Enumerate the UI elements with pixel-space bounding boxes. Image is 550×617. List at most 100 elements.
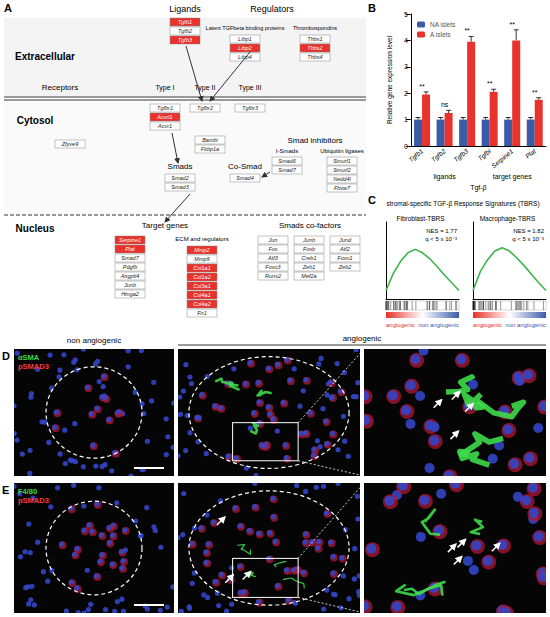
- svg-text:Type III: Type III: [239, 84, 262, 92]
- svg-text:Ltbp2: Ltbp2: [238, 45, 252, 51]
- svg-text:Smad2: Smad2: [171, 175, 188, 181]
- svg-text:Smads co-factors: Smads co-factors: [279, 221, 341, 230]
- svg-text:Tgf-β: Tgf-β: [470, 184, 486, 192]
- svg-text:Mef2a: Mef2a: [301, 273, 316, 279]
- svg-text:NA islets: NA islets: [430, 21, 456, 28]
- svg-text:Col4a2: Col4a2: [193, 301, 210, 307]
- svg-text:Serpine1: Serpine1: [119, 237, 141, 243]
- svg-text:Angptl4: Angptl4: [120, 273, 140, 279]
- svg-text:non angiogenic: non angiogenic: [67, 336, 121, 345]
- svg-text:Zfyve9: Zfyve9: [61, 141, 79, 147]
- svg-text:Fibroblast-TBRS: Fibroblast-TBRS: [396, 215, 445, 222]
- svg-text:Acvr1: Acvr1: [157, 123, 172, 129]
- svg-text:I-Smads: I-Smads: [276, 148, 298, 154]
- svg-text:Thrombospondins: Thrombospondins: [293, 25, 337, 31]
- svg-text:B: B: [368, 2, 376, 14]
- svg-text:Jund: Jund: [338, 237, 352, 243]
- svg-text:Ligands: Ligands: [169, 4, 201, 14]
- svg-text:Regulators: Regulators: [250, 4, 294, 14]
- svg-text:Tgfb1: Tgfb1: [178, 19, 192, 25]
- svg-text:2: 2: [404, 90, 408, 97]
- svg-text:stromal-specific TGF-β Respons: stromal-specific TGF-β Response Signatur…: [386, 200, 539, 208]
- svg-text:q < 5 x 10⁻³: q < 5 x 10⁻³: [512, 236, 544, 242]
- svg-text:A: A: [4, 2, 12, 14]
- svg-text:non angiogenic: non angiogenic: [505, 322, 546, 328]
- svg-text:Smad inhibitors: Smad inhibitors: [287, 136, 342, 145]
- svg-text:NES = 1.82: NES = 1.82: [513, 228, 545, 234]
- svg-text:Smad4: Smad4: [236, 175, 253, 181]
- svg-text:Thbs4: Thbs4: [307, 54, 322, 60]
- svg-text:**: **: [464, 27, 470, 34]
- svg-text:Tgfbr1: Tgfbr1: [157, 105, 173, 111]
- svg-text:Smad3: Smad3: [171, 184, 189, 190]
- svg-text:Extracellular: Extracellular: [15, 51, 75, 62]
- svg-text:Co-Smad: Co-Smad: [228, 162, 262, 171]
- svg-text:Junb: Junb: [123, 282, 136, 288]
- svg-text:Thbs1: Thbs1: [307, 36, 322, 42]
- svg-text:Nedd4l: Nedd4l: [333, 176, 351, 182]
- svg-text:Nucleus: Nucleus: [16, 223, 55, 234]
- svg-text:Ltbp1: Ltbp1: [238, 36, 252, 42]
- svg-text:Ubiquitin ligases: Ubiquitin ligases: [320, 148, 364, 154]
- svg-text:Zeb1: Zeb1: [302, 264, 316, 270]
- svg-text:Cytosol: Cytosol: [17, 115, 54, 126]
- svg-text:Fbxw7: Fbxw7: [334, 185, 351, 191]
- svg-text:0: 0: [404, 143, 408, 150]
- svg-text:Pdgfb: Pdgfb: [123, 264, 137, 270]
- svg-text:Ltbp4: Ltbp4: [238, 54, 252, 60]
- svg-text:Col3a1: Col3a1: [193, 283, 210, 289]
- svg-text:Type I: Type I: [155, 84, 174, 92]
- svg-text:Atf3: Atf3: [267, 255, 279, 261]
- svg-text:Creb1: Creb1: [302, 255, 317, 261]
- svg-text:ECM and regulators: ECM and regulators: [175, 236, 228, 242]
- svg-text:Jun: Jun: [268, 237, 278, 243]
- svg-text:Macrophage-TBRS: Macrophage-TBRS: [480, 215, 536, 223]
- svg-text:pSMAD3: pSMAD3: [18, 496, 49, 505]
- svg-text:Col1a1: Col1a1: [193, 265, 210, 271]
- svg-text:ns: ns: [441, 101, 449, 108]
- svg-text:Smad6: Smad6: [278, 158, 296, 164]
- svg-text:3: 3: [404, 63, 408, 70]
- svg-text:Smurf2: Smurf2: [333, 167, 351, 173]
- svg-text:**: **: [487, 80, 493, 87]
- svg-text:ligands: ligands: [434, 173, 457, 181]
- svg-text:q < 5 x 10⁻³: q < 5 x 10⁻³: [425, 236, 457, 242]
- svg-text:F4/80: F4/80: [18, 487, 37, 496]
- svg-text:pSMAD3: pSMAD3: [18, 362, 49, 371]
- svg-text:Serpine1: Serpine1: [490, 147, 515, 170]
- svg-text:non angiogenic: non angiogenic: [418, 322, 459, 328]
- svg-text:Tgfb1: Tgfb1: [407, 147, 425, 164]
- svg-text:Mmp2: Mmp2: [194, 247, 209, 253]
- svg-text:Plat: Plat: [125, 246, 135, 252]
- svg-text:Col4a1: Col4a1: [193, 292, 210, 298]
- svg-text:Tgfb2: Tgfb2: [430, 147, 448, 164]
- svg-text:Plat: Plat: [524, 147, 538, 160]
- svg-text:NES = 1.77: NES = 1.77: [426, 228, 458, 234]
- svg-text:Foxo3: Foxo3: [265, 264, 281, 270]
- svg-text:Receptors: Receptors: [42, 83, 78, 92]
- svg-text:αSMA: αSMA: [18, 353, 40, 362]
- svg-text:Fosb: Fosb: [303, 246, 315, 252]
- svg-text:Latent TGFbeta binding protein: Latent TGFbeta binding proteins: [206, 25, 285, 31]
- svg-text:Junb: Junb: [302, 237, 315, 243]
- svg-text:E: E: [2, 484, 9, 496]
- svg-text:Thbs2: Thbs2: [307, 45, 322, 51]
- svg-text:Tgfb2: Tgfb2: [178, 28, 192, 34]
- svg-text:angiogenic: angiogenic: [473, 322, 502, 328]
- svg-text:**: **: [532, 89, 538, 96]
- svg-text:target genes: target genes: [493, 173, 532, 181]
- svg-text:5: 5: [404, 11, 408, 18]
- svg-text:Target genes: Target genes: [142, 221, 188, 230]
- svg-text:Zeb2: Zeb2: [338, 264, 352, 270]
- svg-text:Tgfbr2: Tgfbr2: [197, 105, 213, 111]
- svg-text:Bambi: Bambi: [202, 137, 218, 143]
- svg-text:**: **: [419, 83, 425, 90]
- svg-text:Runx2: Runx2: [265, 273, 281, 279]
- svg-text:Hmga2: Hmga2: [121, 291, 139, 297]
- svg-text:4: 4: [404, 37, 408, 44]
- svg-text:Tgfb3: Tgfb3: [178, 37, 193, 43]
- svg-text:angiogenic: angiogenic: [343, 334, 382, 343]
- svg-text:Fn1: Fn1: [197, 310, 206, 316]
- svg-text:D: D: [2, 350, 10, 362]
- svg-text:Tgfbi: Tgfbi: [476, 147, 493, 163]
